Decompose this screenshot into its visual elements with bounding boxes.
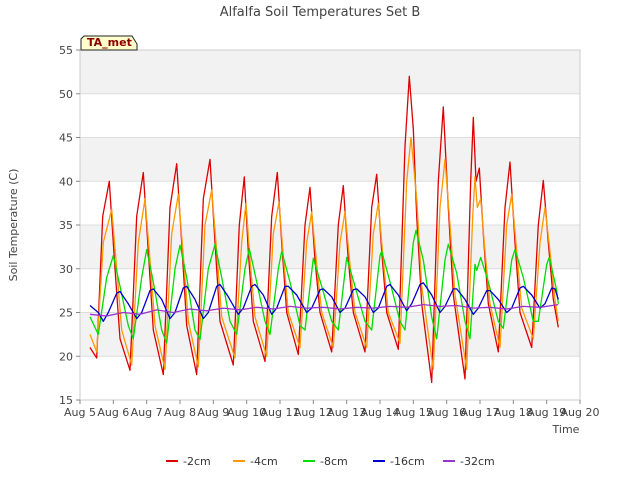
- badge-label: TA_met: [87, 36, 132, 49]
- y-tick-label: 55: [59, 44, 73, 57]
- y-tick-label: 25: [59, 307, 73, 320]
- chart-title: Alfalfa Soil Temperatures Set B: [220, 5, 421, 20]
- x-tick-label: Aug 14: [361, 406, 400, 419]
- legend-item: -8cm: [303, 455, 348, 468]
- y-tick-label: 45: [59, 132, 73, 145]
- legend-label: -32cm: [460, 455, 495, 468]
- x-tick-label: Aug 17: [461, 406, 500, 419]
- x-tick-label: Aug 10: [227, 406, 266, 419]
- series-line-minus-32cm: [89, 303, 559, 317]
- y-tick-label: 20: [59, 350, 73, 363]
- background-band: [80, 93, 580, 138]
- x-axis-title: Time: [552, 423, 580, 436]
- legend-label: -4cm: [250, 455, 278, 468]
- y-tick-label: 15: [59, 394, 73, 407]
- series-line-minus-8cm: [89, 229, 559, 344]
- plot-background-bands: [80, 50, 580, 400]
- x-tick-label: Aug 8: [164, 406, 196, 419]
- y-tick-label: 40: [59, 175, 73, 188]
- badge-background: [80, 35, 138, 51]
- legend-item: -16cm: [373, 455, 425, 468]
- legend-label: -8cm: [320, 455, 348, 468]
- series-lines: [89, 75, 559, 384]
- x-tick-label: Aug 13: [327, 406, 366, 419]
- x-tick-label: Aug 12: [294, 406, 333, 419]
- x-tick-label: Aug 19: [527, 406, 566, 419]
- background-band: [80, 50, 580, 94]
- x-tick-label: Aug 15: [394, 406, 433, 419]
- y-tick-label: 30: [59, 263, 73, 276]
- x-tick-label: Aug 16: [427, 406, 466, 419]
- series-line-minus-4cm: [89, 136, 559, 371]
- background-band: [80, 225, 580, 269]
- x-tick-label: Aug 9: [197, 406, 229, 419]
- legend-item: -2cm: [166, 455, 211, 468]
- y-axis-ticks: 15 20 25 30 35 40 45 50 55: [59, 44, 80, 407]
- x-tick-label: Aug 20: [561, 406, 600, 419]
- x-tick-label: Aug 18: [494, 406, 533, 419]
- x-tick-label: Aug 5: [64, 406, 96, 419]
- x-tick-label: Aug 7: [131, 406, 163, 419]
- legend-item: -4cm: [233, 455, 278, 468]
- legend-label: -16cm: [390, 455, 425, 468]
- background-band: [80, 181, 580, 225]
- background-band: [80, 356, 580, 400]
- legend-item: -32cm: [443, 455, 495, 468]
- y-axis-title: Soil Temperature (C): [7, 169, 20, 282]
- x-tick-label: Aug 6: [97, 406, 129, 419]
- legend-label: -2cm: [183, 455, 211, 468]
- legend: -2cm -4cm -8cm -16cm -32cm: [166, 455, 495, 468]
- ta-met-badge: TA_met: [80, 35, 138, 51]
- series-line-minus-16cm: [89, 282, 559, 322]
- background-band: [80, 137, 580, 182]
- background-band: [80, 268, 580, 313]
- x-tick-label: Aug 11: [261, 406, 300, 419]
- y-tick-label: 35: [59, 219, 73, 232]
- y-tick-label: 50: [59, 88, 73, 101]
